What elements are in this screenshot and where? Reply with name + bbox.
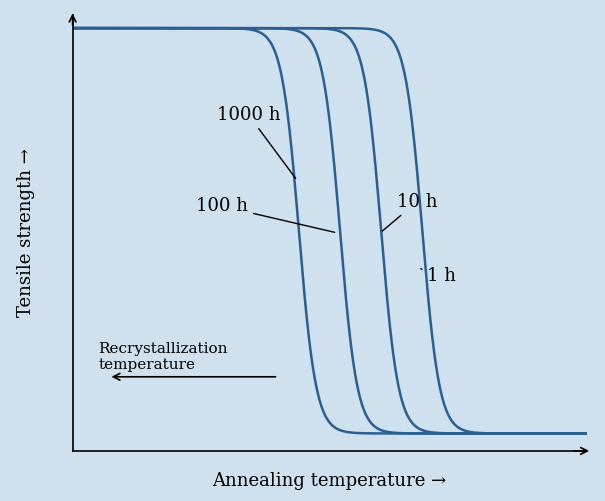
Text: 100 h: 100 h: [196, 197, 335, 232]
Text: 10 h: 10 h: [382, 193, 437, 231]
Text: 1000 h: 1000 h: [217, 106, 296, 178]
Text: Annealing temperature →: Annealing temperature →: [212, 472, 447, 490]
Text: 1 h: 1 h: [421, 267, 456, 285]
Text: Recrystallization
temperature: Recrystallization temperature: [98, 342, 228, 372]
Text: Tensile strength →: Tensile strength →: [18, 148, 35, 318]
